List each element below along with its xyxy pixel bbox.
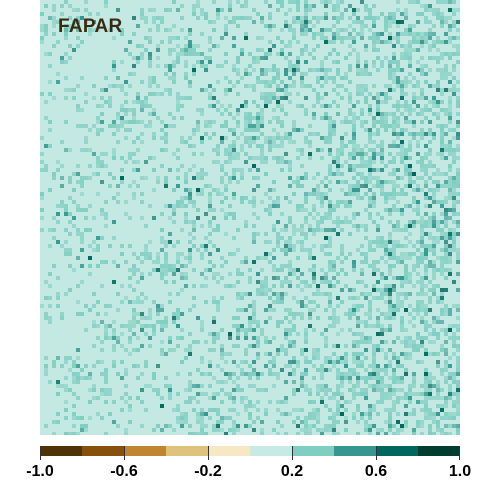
colorbar-swatch: #35978f	[334, 446, 376, 456]
colorbar-swatch: #01665e	[376, 446, 418, 456]
colorbar-tick-label: 0.2	[280, 463, 304, 480]
colorbar-tick-label: 0.6	[364, 463, 388, 480]
colorbar: #4f3208#85510d#bf8530#dfc27d#f6e8c3#c7ea…	[40, 446, 460, 456]
colorbar-swatch: #003c30	[418, 446, 460, 456]
colorbar-tick	[459, 446, 460, 460]
colorbar-swatch: #85510d	[82, 446, 124, 456]
colorbar-tick	[208, 446, 209, 460]
map-title: FAPAR	[58, 16, 123, 37]
colorbar-tick-label: -0.6	[110, 463, 138, 480]
colorbar-tick	[40, 446, 41, 460]
fapar-map	[40, 0, 460, 435]
colorbar-swatch: #c7eae5	[250, 446, 292, 456]
colorbar-swatch: #4f3208	[40, 446, 82, 456]
raster-pixels	[40, 0, 460, 435]
colorbar-tick	[124, 446, 125, 460]
colorbar-swatch: #dfc27d	[166, 446, 208, 456]
colorbar-tick	[376, 446, 377, 460]
colorbar-swatch: #f6e8c3	[208, 446, 250, 456]
colorbar-tick-label: -0.2	[194, 463, 222, 480]
colorbar-tick-label: -1.0	[26, 463, 54, 480]
colorbar-tick	[292, 446, 293, 460]
colorbar-swatch: #bf8530	[124, 446, 166, 456]
colorbar-swatch: #80cdc1	[292, 446, 334, 456]
fapar-raster	[40, 0, 460, 435]
colorbar-tick-label: 1.0	[448, 463, 472, 480]
